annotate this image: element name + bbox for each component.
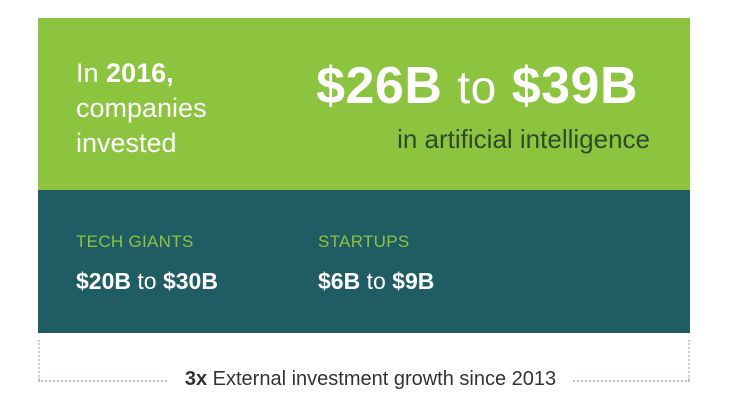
range-joiner: to bbox=[457, 61, 497, 113]
intro-prefix: In bbox=[76, 58, 99, 88]
investment-range: $26B to $39B bbox=[316, 56, 638, 116]
range-high: $39B bbox=[511, 57, 638, 115]
footer: 3x External investment growth since 2013 bbox=[0, 368, 741, 391]
footer-caption: External investment growth since 2013 bbox=[212, 368, 557, 390]
range-low: $20B bbox=[76, 268, 131, 294]
intro-year: 2016, bbox=[106, 58, 174, 88]
segment-label: STARTUPS bbox=[318, 232, 410, 251]
range-low: $26B bbox=[316, 57, 443, 115]
intro-line: In 2016, bbox=[76, 56, 174, 90]
segment-range: $20B to $30B bbox=[76, 268, 218, 295]
range-joiner: to bbox=[137, 268, 157, 294]
headline-panel: In 2016, companies invested $26B to $39B… bbox=[38, 18, 690, 190]
segment-range: $6B to $9B bbox=[318, 268, 434, 295]
segment-label: TECH GIANTS bbox=[76, 232, 194, 251]
range-low: $6B bbox=[318, 268, 361, 294]
subject: in artificial intelligence bbox=[397, 124, 650, 154]
intro-line: companies bbox=[76, 93, 207, 123]
range-high: $30B bbox=[162, 268, 218, 294]
segments-panel: TECH GIANTS $20B to $30B STARTUPS $6B to… bbox=[38, 190, 690, 333]
dotted-border bbox=[38, 340, 40, 380]
footer-text: 3x External investment growth since 2013 bbox=[168, 368, 573, 390]
range-joiner: to bbox=[366, 268, 386, 294]
dotted-border bbox=[688, 340, 690, 380]
intro-line: invested bbox=[76, 128, 177, 158]
multiplier: 3x bbox=[184, 368, 208, 390]
range-high: $9B bbox=[392, 268, 435, 294]
